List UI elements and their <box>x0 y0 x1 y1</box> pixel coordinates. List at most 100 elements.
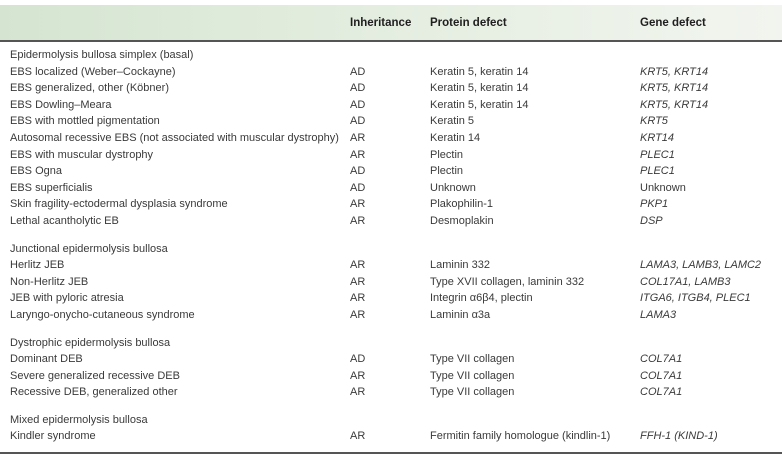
protein-defect-cell: Type XVII collagen, laminin 332 <box>430 275 585 288</box>
gene-defect-cell: KRT5, KRT14 <box>640 98 709 111</box>
gene-defect-cell: DSP <box>640 214 663 227</box>
condition-cell: Herlitz JEB <box>10 259 65 272</box>
section-title-row: Epidermolysis bullosa simplex (basal) <box>0 41 782 64</box>
condition-cell: EBS Dowling–Meara <box>10 98 112 111</box>
protein-defect-cell: Keratin 5, keratin 14 <box>430 98 529 111</box>
inheritance-cell: AD <box>350 181 366 194</box>
condition-cell: EBS Ogna <box>10 165 62 178</box>
header-row: Inheritance Protein defect Gene defect <box>0 5 782 42</box>
inheritance-cell: AR <box>350 148 366 161</box>
gene-defect-cell: COL7A1 <box>640 353 683 366</box>
table-header: Inheritance Protein defect Gene defect <box>0 5 782 42</box>
inheritance-cell: AD <box>350 65 366 78</box>
section-title: Junctional epidermolysis bullosa <box>10 242 168 255</box>
condition-cell: EBS with muscular dystrophy <box>10 148 154 161</box>
inheritance-cell: AD <box>350 115 366 128</box>
table-row: Dominant DEB AD Type VII collagen COL7A1 <box>0 351 782 368</box>
protein-defect-cell: Keratin 5 <box>430 115 475 128</box>
table-row: EBS superficialis AD Unknown Unknown <box>0 180 782 197</box>
gene-defect-cell: COL17A1, LAMB3 <box>640 275 731 288</box>
gene-defect-cell: COL7A1 <box>640 369 683 382</box>
table-row: Lethal acantholytic EB AR Desmoplakin DSP <box>0 213 782 230</box>
protein-defect-cell: Keratin 5, keratin 14 <box>430 65 529 78</box>
table-row: Severe generalized recessive DEB AR Type V… <box>0 368 782 385</box>
table-row: Laryngo-onycho-cutaneous syndrome AR Lamin… <box>0 307 782 324</box>
protein-defect-cell: Fermitin family homologue (kindlin-1) <box>430 430 611 443</box>
gene-defect-cell: Unknown <box>640 181 686 194</box>
section-title-row: Dystrophic epidermolysis bullosa <box>0 324 782 352</box>
gene-defect-cell: LAMA3 <box>640 308 677 321</box>
table-row: EBS with muscular dystrophy AR Plectin PLEC… <box>0 147 782 164</box>
table-row: Non-Herlitz JEB AR Type XVII collagen, lam… <box>0 274 782 291</box>
inheritance-cell: AR <box>350 308 366 321</box>
table-row: EBS Dowling–Meara AD Keratin 5, keratin 14… <box>0 97 782 114</box>
protein-defect-cell: Keratin 5, keratin 14 <box>430 82 529 95</box>
gene-defect-cell: PLEC1 <box>640 148 675 161</box>
condition-cell: Kindler syndrome <box>10 430 96 443</box>
condition-cell: JEB with pyloric atresia <box>10 292 124 305</box>
table-row: JEB with pyloric atresia AR Integrin α6β4,… <box>0 290 782 307</box>
condition-cell: Recessive DEB, generalized other <box>10 386 178 399</box>
protein-defect-cell: Keratin 14 <box>430 131 481 144</box>
inheritance-cell: AD <box>350 82 366 95</box>
section-title: Epidermolysis bullosa simplex (basal) <box>10 49 194 61</box>
gene-defect-cell: KRT5, KRT14 <box>640 82 709 95</box>
inheritance-cell: AR <box>350 198 366 211</box>
column-header-gene-defect: Gene defect <box>640 5 782 42</box>
condition-cell: Non-Herlitz JEB <box>10 275 89 288</box>
table-bottom-rule <box>0 452 782 455</box>
gene-defect-cell: KRT5, KRT14 <box>640 65 709 78</box>
protein-defect-cell: Plectin <box>430 148 464 161</box>
section-title: Dystrophic epidermolysis bullosa <box>10 336 171 349</box>
column-header-protein-defect: Protein defect <box>430 5 640 42</box>
eb-classification-table: Inheritance Protein defect Gene defect E… <box>0 5 782 445</box>
column-header-inheritance: Inheritance <box>350 5 430 42</box>
gene-defect-cell: ITGA6, ITGB4, PLEC1 <box>640 292 751 305</box>
table-row: EBS with mottled pigmentation AD Keratin 5… <box>0 113 782 130</box>
table-row: EBS Ogna AD Plectin PLEC1 <box>0 163 782 180</box>
gene-defect-cell: KRT5 <box>640 115 668 128</box>
condition-cell: Autosomal recessive EBS (not associated … <box>10 131 339 144</box>
inheritance-cell: AR <box>350 386 366 399</box>
section-title-row: Junctional epidermolysis bullosa <box>0 230 782 258</box>
condition-cell: EBS superficialis <box>10 181 93 194</box>
section-title: Mixed epidermolysis bullosa <box>10 413 148 426</box>
protein-defect-cell: Type VII collagen <box>430 369 515 382</box>
table-row: Skin fragility-ectodermal dysplasia synd… <box>0 196 782 213</box>
protein-defect-cell: Desmoplakin <box>430 214 494 227</box>
inheritance-cell: AD <box>350 353 366 366</box>
section-title-row: Mixed epidermolysis bullosa <box>0 401 782 429</box>
protein-defect-cell: Laminin 332 <box>430 259 490 272</box>
table-row: Herlitz JEB AR Laminin 332 LAMA3, LAMB3, LA… <box>0 257 782 274</box>
gene-defect-cell: LAMA3, LAMB3, LAMC2 <box>640 259 762 272</box>
protein-defect-cell: Type VII collagen <box>430 386 515 399</box>
table-row: Kindler syndrome AR Fermitin family homolo… <box>0 428 782 445</box>
table-row: Autosomal recessive EBS (not associated … <box>0 130 782 147</box>
inheritance-cell: AR <box>350 292 366 305</box>
inheritance-cell: AR <box>350 131 366 144</box>
column-header-empty <box>0 5 350 42</box>
gene-defect-cell: FFH-1 (KIND-1) <box>640 430 718 443</box>
protein-defect-cell: Laminin α3a <box>430 308 491 321</box>
inheritance-cell: AR <box>350 430 366 443</box>
condition-cell: Lethal acantholytic EB <box>10 214 119 227</box>
inheritance-cell: AD <box>350 98 366 111</box>
protein-defect-cell: Type VII collagen <box>430 353 515 366</box>
gene-defect-cell: KRT14 <box>640 131 675 144</box>
condition-cell: Skin fragility-ectodermal dysplasia synd… <box>10 198 228 211</box>
inheritance-cell: AR <box>350 275 366 288</box>
inheritance-cell: AD <box>350 165 366 178</box>
table-body: Epidermolysis bullosa simplex (basal) EBS… <box>0 41 782 445</box>
condition-cell: EBS localized (Weber–Cockayne) <box>10 65 176 78</box>
condition-cell: Dominant DEB <box>10 353 83 366</box>
gene-defect-cell: PLEC1 <box>640 165 675 178</box>
inheritance-cell: AR <box>350 259 366 272</box>
protein-defect-cell: Integrin α6β4, plectin <box>430 292 533 305</box>
condition-cell: EBS with mottled pigmentation <box>10 115 160 128</box>
protein-defect-cell: Unknown <box>430 181 476 194</box>
condition-cell: Laryngo-onycho-cutaneous syndrome <box>10 308 195 321</box>
protein-defect-cell: Plectin <box>430 165 464 178</box>
gene-defect-cell: COL7A1 <box>640 386 683 399</box>
protein-defect-cell: Plakophilin-1 <box>430 198 493 211</box>
